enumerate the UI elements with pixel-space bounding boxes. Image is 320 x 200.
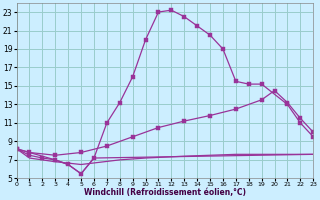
X-axis label: Windchill (Refroidissement éolien,°C): Windchill (Refroidissement éolien,°C) bbox=[84, 188, 246, 197]
